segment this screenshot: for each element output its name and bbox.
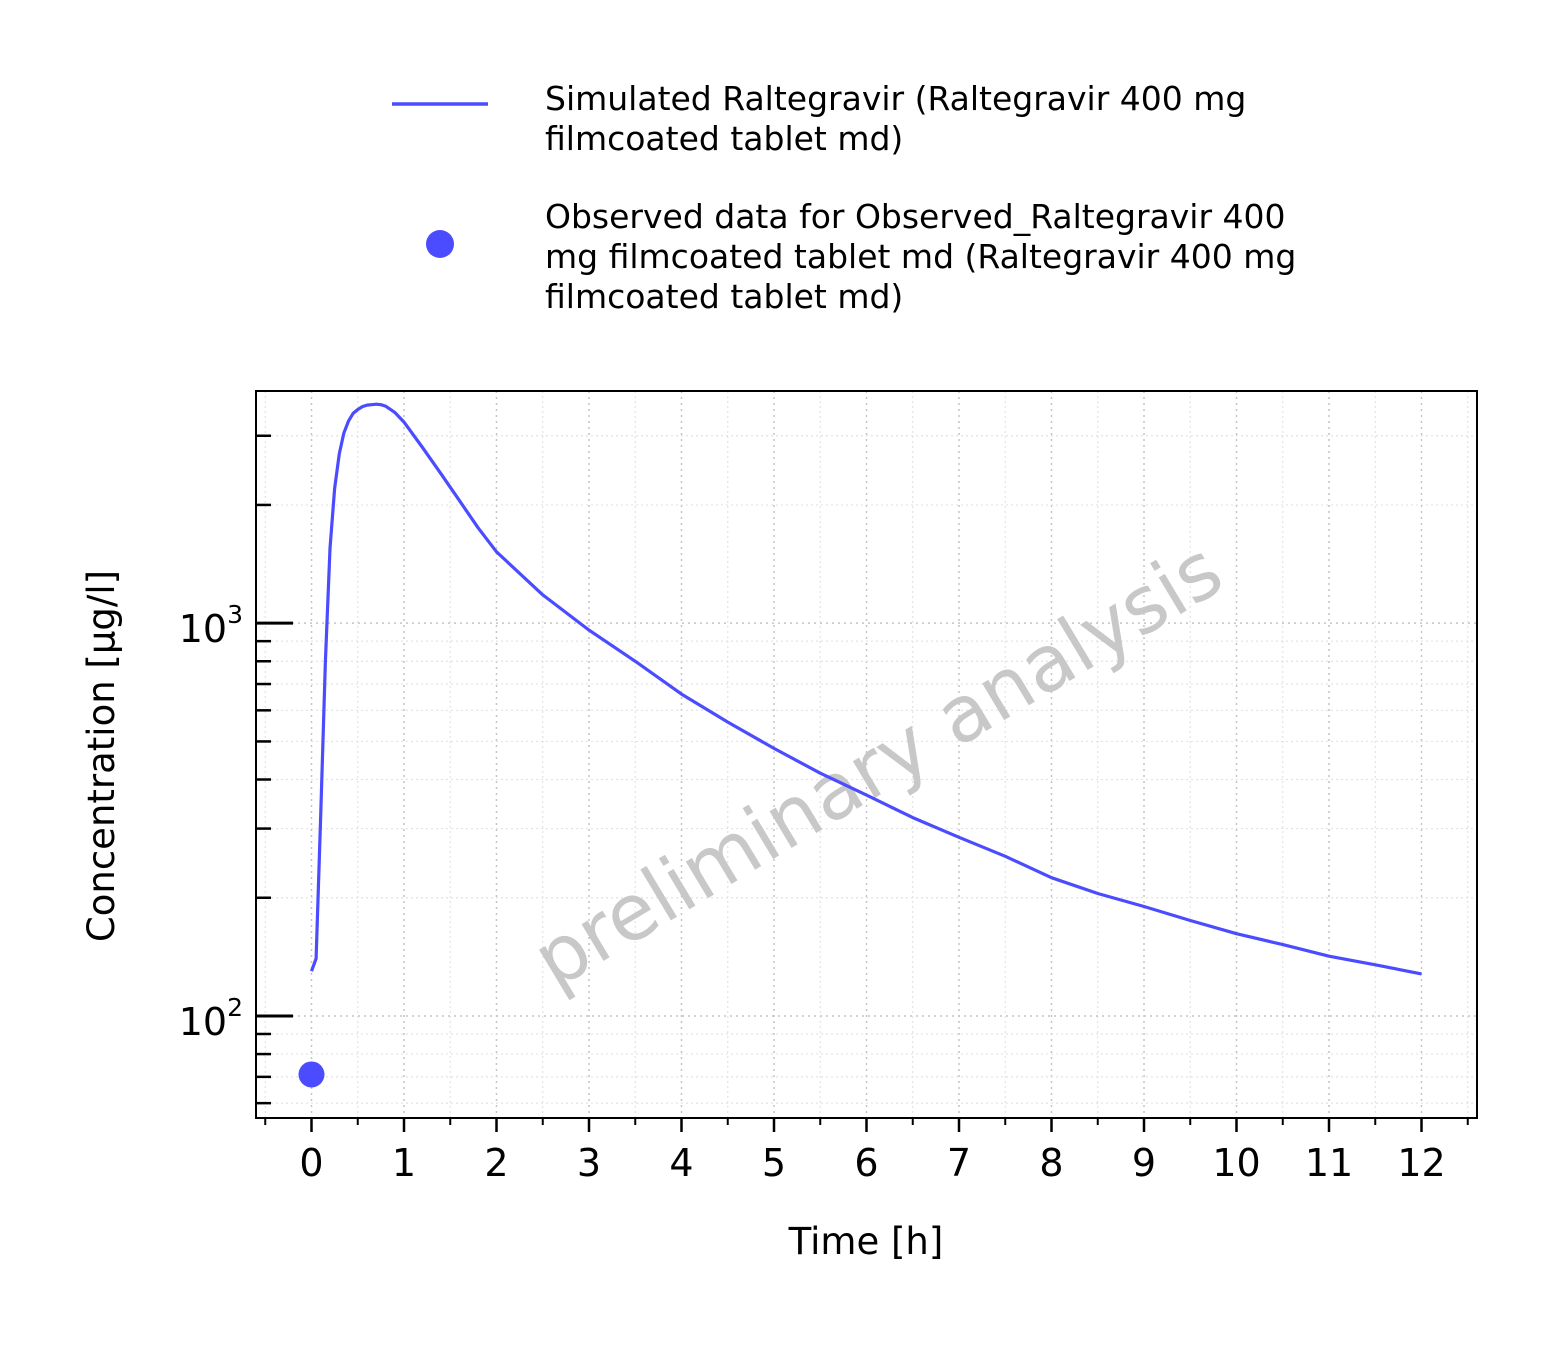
x-tick-label: 10 xyxy=(1212,1141,1260,1185)
legend-observed-line-2: mg filmcoated tablet md (Raltegravir 400… xyxy=(545,237,1296,276)
x-tick-label: 9 xyxy=(1132,1141,1156,1185)
legend-simulated-line-1: Simulated Raltegravir (Raltegravir 400 m… xyxy=(545,79,1246,118)
grid xyxy=(256,391,1477,1118)
legend-observed-line-3: filmcoated tablet md) xyxy=(545,277,903,316)
x-tick-label: 7 xyxy=(947,1141,971,1185)
x-tick-label: 2 xyxy=(484,1141,508,1185)
x-tick-label: 3 xyxy=(577,1141,601,1185)
x-tick-label: 6 xyxy=(854,1141,878,1185)
x-axis-title: Time [h] xyxy=(788,1220,944,1263)
y-tick-label: 102 xyxy=(179,993,243,1044)
y-axis-title: Concentration [µg/l] xyxy=(80,570,123,942)
x-tick-label: 12 xyxy=(1397,1141,1445,1185)
legend-observed-line-1: Observed data for Observed_Raltegravir 4… xyxy=(545,197,1286,236)
legend-label-simulated: Simulated Raltegravir (Raltegravir 400 m… xyxy=(545,79,1257,158)
legend-label-observed: Observed data for Observed_Raltegravir 4… xyxy=(545,197,1307,316)
x-tick-label: 4 xyxy=(669,1141,693,1185)
series-layer xyxy=(298,402,1422,1088)
x-tick-label: 5 xyxy=(762,1141,786,1185)
x-tick-label: 1 xyxy=(392,1141,416,1185)
watermark: preliminary analysis xyxy=(518,525,1237,1006)
legend-simulated-line-2: filmcoated tablet md) xyxy=(545,119,903,158)
x-tick-label: 8 xyxy=(1039,1141,1063,1185)
legend-marker-swatch xyxy=(426,230,454,258)
simulated-concentration-line xyxy=(309,402,1422,976)
x-tick-label: 0 xyxy=(299,1141,323,1185)
legend: Simulated Raltegravir (Raltegravir 400 m… xyxy=(392,79,1307,316)
y-tick-label: 103 xyxy=(179,600,243,651)
observed-data-point xyxy=(298,1061,325,1088)
x-tick-label: 11 xyxy=(1305,1141,1353,1185)
